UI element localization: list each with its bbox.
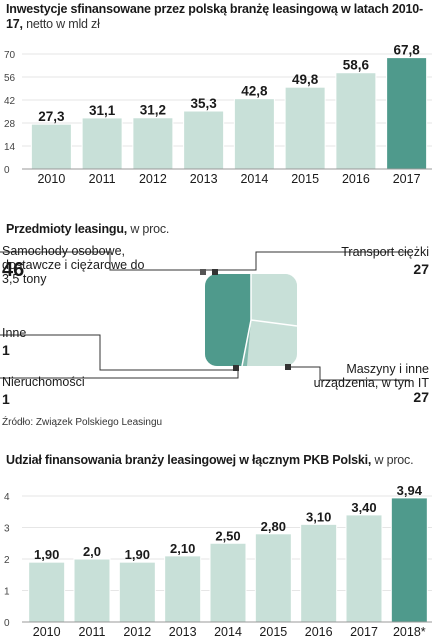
label-other: Inne xyxy=(2,326,27,340)
chart1-title: Inwestycje sfinansowane przez polską bra… xyxy=(6,2,431,32)
bar-value-label: 2,0 xyxy=(83,544,101,559)
x-tick-label: 2015 xyxy=(259,625,287,639)
chart2-title-main: Udział finansowania branży leasingowej w… xyxy=(6,453,372,467)
x-tick-label: 2015 xyxy=(291,172,319,186)
x-tick-label: 2011 xyxy=(89,172,116,186)
bar xyxy=(345,514,383,623)
bar-value-label: 2,80 xyxy=(261,519,286,534)
anchor-cars xyxy=(212,269,218,275)
bar xyxy=(335,72,377,170)
bar-value-label: 1,90 xyxy=(125,547,150,562)
pie-slice-cars xyxy=(205,274,251,366)
bar-value-label: 2,10 xyxy=(170,541,195,556)
x-tick-label: 2012 xyxy=(123,625,151,639)
anchor-machines xyxy=(285,364,291,370)
bar-value-label: 49,8 xyxy=(292,72,319,87)
pie-chart xyxy=(0,251,410,381)
y-tick-label: 56 xyxy=(4,73,16,84)
y-tick-label: 1 xyxy=(4,587,10,598)
anchor-other xyxy=(233,365,239,371)
x-tick-label: 2014 xyxy=(214,625,242,639)
bar xyxy=(390,497,428,623)
x-tick-label: 2016 xyxy=(342,172,370,186)
x-tick-label: 2011 xyxy=(79,625,106,639)
bar xyxy=(254,533,292,623)
value-realestate: 1 xyxy=(2,391,10,407)
bar xyxy=(233,98,275,170)
y-tick-label: 4 xyxy=(4,492,10,503)
label-cars: Samochody osobowe, dostawcze i ciężarowe… xyxy=(2,244,145,286)
bar xyxy=(132,117,174,170)
pie-slice-heavy xyxy=(251,274,297,332)
y-tick-label: 42 xyxy=(4,96,16,107)
bar-value-label: 1,90 xyxy=(34,547,59,562)
x-tick-label: 2016 xyxy=(305,625,333,639)
source-note: Źródło: Związek Polskiego Leasingu xyxy=(2,417,163,428)
chart2-title: Udział finansowania branży leasingowej w… xyxy=(6,453,431,468)
chart1-subtitle: netto w mld zł xyxy=(26,17,100,31)
x-tick-label: 2017 xyxy=(350,625,378,639)
label-realestate: Nieruchomości xyxy=(2,375,85,389)
bar xyxy=(28,561,66,623)
bar-value-label: 3,94 xyxy=(397,483,423,498)
bar xyxy=(386,57,428,170)
chart1-title-main: Inwestycje sfinansowane przez polską bra… xyxy=(6,2,423,31)
y-tick-label: 0 xyxy=(4,165,10,176)
value-cars: 46 xyxy=(2,259,25,281)
x-tick-label: 2010 xyxy=(37,172,65,186)
leader-line-other xyxy=(0,334,237,371)
chart2-subtitle: w proc. xyxy=(374,453,414,467)
x-tick-label: 2014 xyxy=(240,172,268,186)
pie-title-main: Przedmioty leasingu, xyxy=(6,222,128,236)
y-tick-label: 14 xyxy=(4,142,16,153)
bar xyxy=(73,558,111,623)
bar xyxy=(209,542,247,623)
x-tick-label: 2017 xyxy=(393,172,421,186)
bar xyxy=(81,117,123,170)
bar-value-label: 27,3 xyxy=(38,109,65,124)
pie-subtitle: w proc. xyxy=(130,222,170,236)
bar xyxy=(300,523,338,623)
bar-value-label: 35,3 xyxy=(190,96,217,111)
bar-value-label: 42,8 xyxy=(241,84,268,99)
bar xyxy=(284,86,326,170)
y-tick-label: 70 xyxy=(4,50,16,61)
bar xyxy=(118,561,156,623)
bar xyxy=(183,110,225,170)
bar-value-label: 3,40 xyxy=(351,500,376,515)
y-tick-label: 28 xyxy=(4,119,16,130)
x-tick-label: 2018* xyxy=(393,625,426,639)
y-tick-label: 2 xyxy=(4,555,10,566)
anchor-heavy xyxy=(200,269,206,275)
y-tick-label: 3 xyxy=(4,524,10,535)
chart1-bar-chart: 0 14 28 42 56 70 27,3 2010 31,1 2011 31,2 2012 35,3 2… xyxy=(4,44,432,186)
label-heavy: Transport ciężki xyxy=(341,245,429,259)
x-tick-label: 2013 xyxy=(169,625,197,639)
bar-value-label: 58,6 xyxy=(343,58,370,73)
bar-value-label: 31,1 xyxy=(89,103,116,118)
value-other: 1 xyxy=(2,342,10,358)
bar-value-label: 2,50 xyxy=(215,528,240,543)
y-tick-label: 0 xyxy=(4,618,10,629)
value-heavy: 27 xyxy=(413,261,429,277)
x-tick-label: 2012 xyxy=(139,172,167,186)
x-tick-label: 2010 xyxy=(33,625,61,639)
bar-value-label: 31,2 xyxy=(140,103,166,118)
bar-value-label: 67,8 xyxy=(393,44,420,58)
bar-value-label: 3,10 xyxy=(306,509,331,524)
leader-line-machines xyxy=(288,366,410,381)
x-tick-label: 2013 xyxy=(190,172,218,186)
bar xyxy=(30,123,72,170)
bar xyxy=(164,555,202,623)
pie-title: Przedmioty leasingu, w proc. xyxy=(6,222,431,237)
label-machines: Maszyny i inne urządzenia, w tym IT xyxy=(313,362,429,390)
chart2-bar-chart: 0 1 2 3 4 1,90 2010 2,0 2011 1,90 2012 2,10 2013 2,50… xyxy=(4,483,432,639)
value-machines: 27 xyxy=(413,389,429,405)
